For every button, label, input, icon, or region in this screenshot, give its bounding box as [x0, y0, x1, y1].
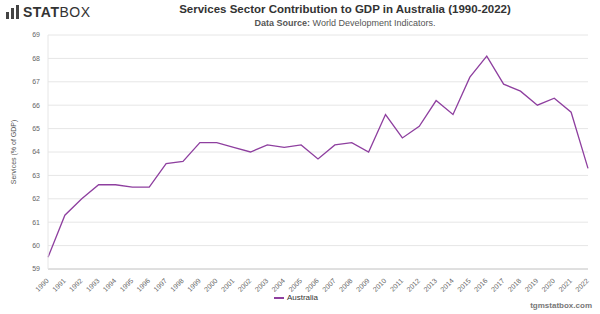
html-text:Australia: Australia — [286, 293, 319, 302]
svg-text:1994: 1994 — [102, 277, 118, 293]
svg-text:60: 60 — [32, 242, 40, 249]
svg-text:2010: 2010 — [372, 277, 388, 293]
svg-text:Services (% of GDP): Services (% of GDP) — [10, 120, 18, 185]
svg-text:1991: 1991 — [51, 277, 67, 293]
svg-text:2015: 2015 — [456, 277, 472, 293]
svg-text:1992: 1992 — [68, 277, 84, 293]
svg-text:2013: 2013 — [422, 277, 438, 293]
svg-text:66: 66 — [32, 102, 40, 109]
svg-text:2002: 2002 — [237, 277, 253, 293]
svg-text:59: 59 — [32, 265, 40, 272]
svg-text:2018: 2018 — [507, 277, 523, 293]
svg-text:1999: 1999 — [186, 277, 202, 293]
svg-text:69: 69 — [32, 31, 40, 38]
svg-text:2021: 2021 — [557, 277, 573, 293]
svg-text:1997: 1997 — [152, 277, 168, 293]
svg-text:1990: 1990 — [34, 277, 50, 293]
svg-text:1995: 1995 — [118, 277, 134, 293]
svg-text:2007: 2007 — [321, 277, 337, 293]
svg-text:65: 65 — [32, 125, 40, 132]
svg-text:2001: 2001 — [220, 277, 236, 293]
svg-text:2009: 2009 — [355, 277, 371, 293]
svg-text:2005: 2005 — [287, 277, 303, 293]
svg-text:2012: 2012 — [405, 277, 421, 293]
svg-text:61: 61 — [32, 219, 40, 226]
svg-text:2016: 2016 — [473, 277, 489, 293]
svg-text:1998: 1998 — [169, 277, 185, 293]
svg-text:2022: 2022 — [574, 277, 590, 293]
svg-text:2020: 2020 — [540, 277, 556, 293]
svg-text:2014: 2014 — [439, 277, 455, 293]
html-text:STAT BOX: STAT BOX — [23, 4, 91, 20]
html-text:Data Source: World Development: Data Source: World Development Indicator… — [254, 18, 436, 28]
svg-text:2017: 2017 — [490, 277, 506, 293]
svg-text:62: 62 — [32, 195, 40, 202]
svg-text:2000: 2000 — [203, 277, 219, 293]
svg-text:2006: 2006 — [304, 277, 320, 293]
svg-text:1993: 1993 — [85, 277, 101, 293]
svg-text:2003: 2003 — [253, 277, 269, 293]
svg-text:2008: 2008 — [338, 277, 354, 293]
svg-text:2011: 2011 — [389, 277, 405, 293]
html-text:tgmstatbox.com: tgmstatbox.com — [530, 301, 592, 310]
svg-text:64: 64 — [32, 148, 40, 155]
svg-text:1996: 1996 — [135, 277, 151, 293]
svg-text:68: 68 — [32, 55, 40, 62]
svg-text:2004: 2004 — [270, 277, 286, 293]
svg-text:63: 63 — [32, 172, 40, 179]
svg-text:2019: 2019 — [523, 277, 539, 293]
html-text:Services Sector Contribution t: Services Sector Contribution to GDP in A… — [179, 3, 511, 15]
svg-text:67: 67 — [32, 78, 40, 85]
